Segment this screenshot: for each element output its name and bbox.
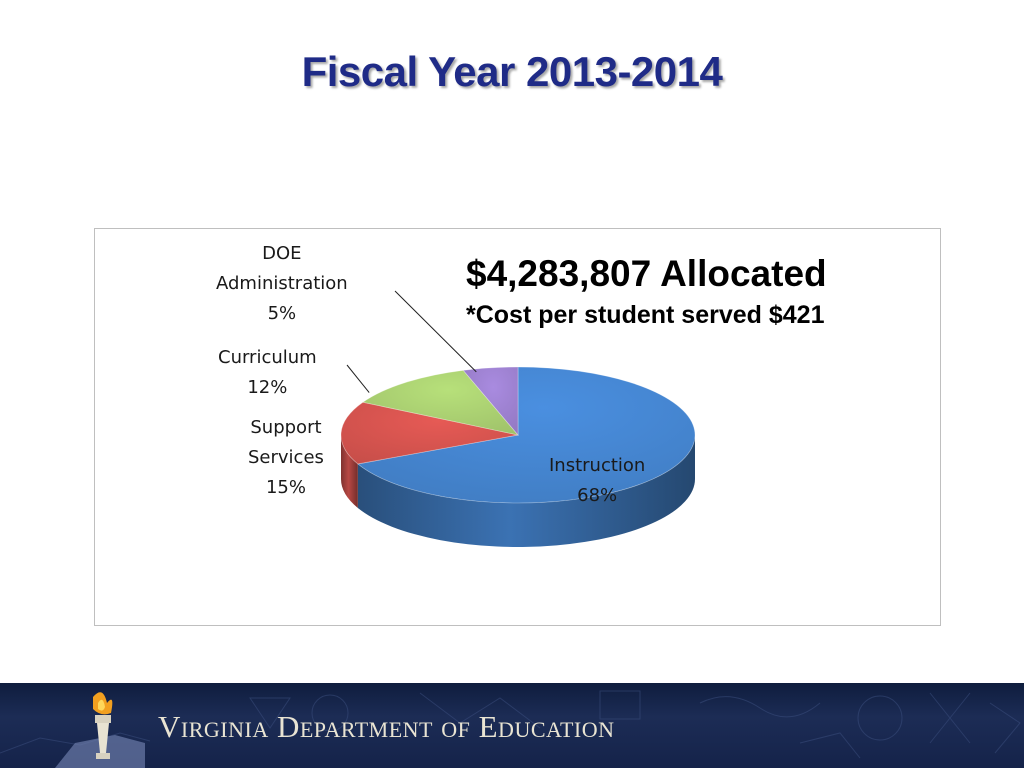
label-doe-percent: 5% bbox=[267, 303, 297, 324]
pie-slice-support-services bbox=[340, 401, 519, 465]
cost-per-student: *Cost per student served $421 bbox=[466, 301, 825, 329]
label-doe-line1: DOE bbox=[262, 243, 302, 264]
label-doe-line2: Administration bbox=[216, 273, 348, 294]
pie-slice-doe-administration bbox=[462, 366, 519, 437]
organization-name: Virginia Department of Education bbox=[158, 709, 615, 744]
leader-line-doe-administration bbox=[394, 290, 477, 373]
label-instruction-percent: 68% bbox=[577, 485, 618, 506]
footer-banner: Virginia Department of Education bbox=[0, 683, 1024, 768]
label-instruction-line1: Instruction bbox=[549, 455, 646, 476]
label-curriculum-line1: Curriculum bbox=[218, 347, 317, 368]
label-support-line2: Services bbox=[248, 447, 324, 468]
label-doe-administration: DOE Administration 5% bbox=[216, 239, 348, 329]
pie-side-support-services bbox=[341, 435, 358, 508]
leader-line-curriculum bbox=[346, 364, 370, 393]
pie-slice-curriculum bbox=[361, 369, 520, 436]
pie-side-instruction bbox=[357, 435, 695, 547]
pie-chart bbox=[340, 290, 696, 547]
torch-icon bbox=[55, 692, 145, 768]
label-support-services: Support Services 15% bbox=[248, 413, 324, 503]
label-instruction: Instruction 68% bbox=[549, 451, 645, 511]
label-support-line1: Support bbox=[250, 417, 322, 438]
pie-slice-instruction bbox=[356, 366, 696, 504]
label-curriculum-percent: 12% bbox=[247, 377, 288, 398]
label-support-percent: 15% bbox=[265, 477, 306, 498]
chart-frame: $4,283,807 Allocated *Cost per student s… bbox=[94, 228, 941, 626]
label-curriculum: Curriculum 12% bbox=[218, 343, 317, 403]
allocated-headline: $4,283,807 Allocated bbox=[466, 253, 827, 294]
slide-title: Fiscal Year 2013-2014 bbox=[301, 48, 723, 95]
